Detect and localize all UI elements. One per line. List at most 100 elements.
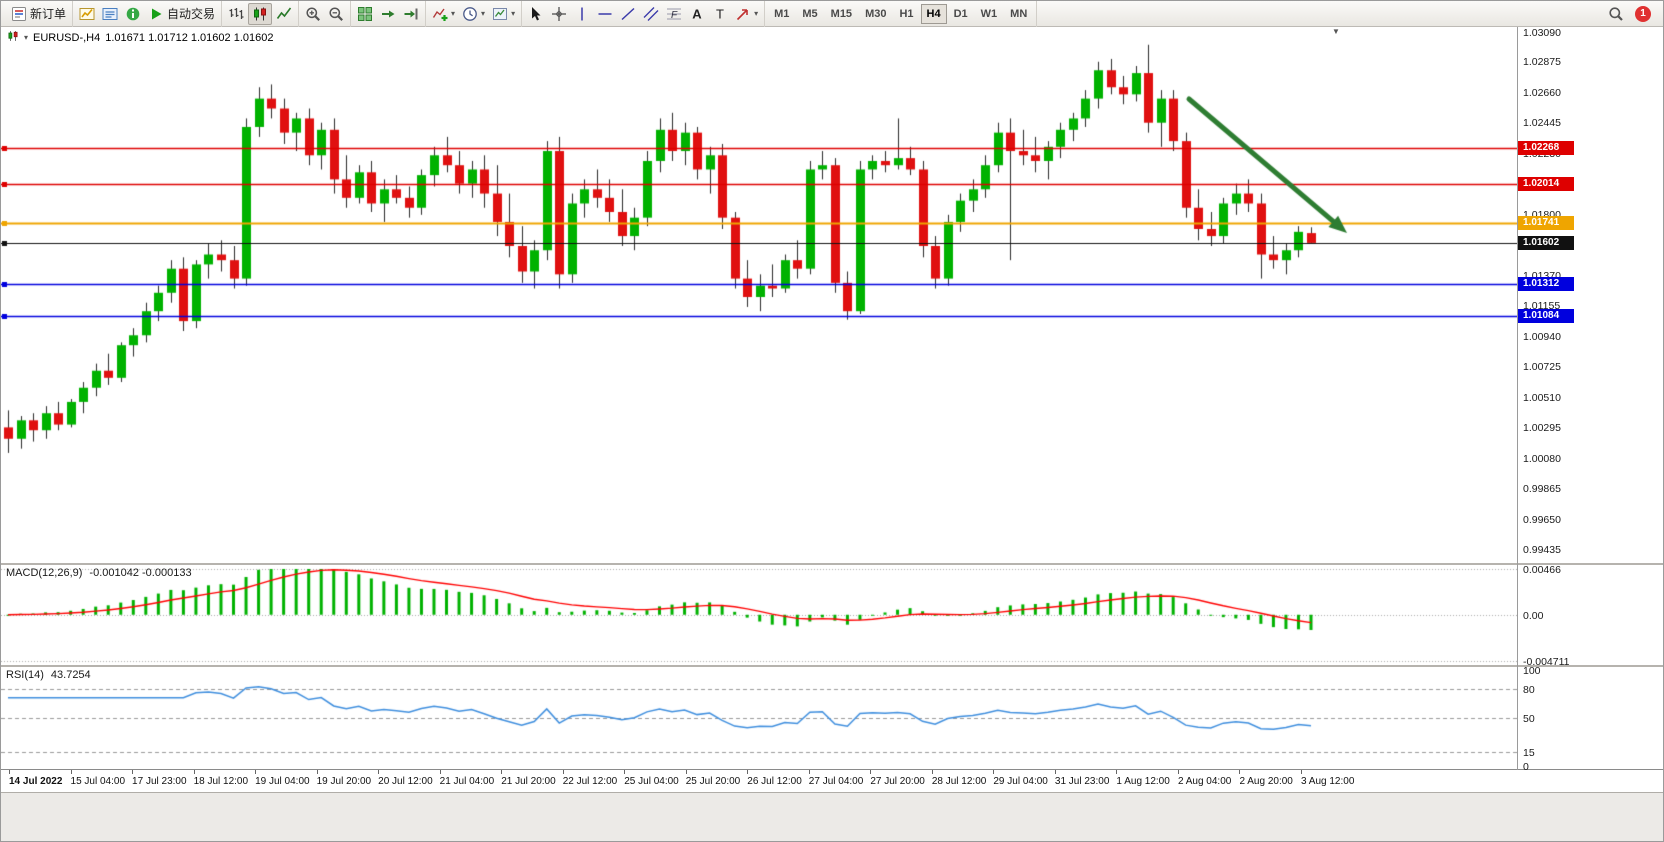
timeframe-m1-button[interactable]: M1 [774, 7, 790, 20]
price-axis-label: 1.00510 [1523, 391, 1561, 404]
toolbar-group-zoom [299, 1, 352, 27]
timeframe-mn-button[interactable]: MN [1010, 7, 1028, 20]
toolbar-group-insert: ▾ ▾ ▾ [426, 1, 523, 27]
chart-shift-button[interactable] [400, 3, 422, 25]
timeframe-h1-button[interactable]: H1 [899, 7, 914, 20]
text-button[interactable]: A [686, 3, 708, 25]
time-axis-label: 27 Jul 04:00 [808, 776, 864, 787]
fibonacci-button[interactable]: F [663, 3, 685, 25]
timeframe-w1-button[interactable]: W1 [980, 7, 998, 20]
trendline-button[interactable] [617, 3, 639, 25]
tile-windows-button[interactable] [354, 3, 376, 25]
timeframe-h4-button[interactable]: H4 [920, 3, 947, 24]
time-axis-tick [1177, 770, 1179, 774]
chart-shift-marker[interactable]: ▼ [1332, 27, 1340, 36]
crosshair-button[interactable] [548, 3, 570, 25]
candles-icon [8, 31, 18, 41]
line-chart-button[interactable] [273, 3, 295, 25]
time-axis-label: 19 Jul 20:00 [316, 776, 372, 787]
autoscroll-icon [382, 10, 395, 17]
channel-button[interactable] [640, 3, 662, 25]
pane-divider[interactable] [1, 665, 1663, 667]
auto-scroll-button[interactable] [377, 3, 399, 25]
cursor-button[interactable] [525, 3, 547, 25]
price-axis-label: 1.02875 [1523, 56, 1561, 69]
time-axis-label: 14 Jul 2022 [9, 776, 63, 787]
search-button[interactable] [1605, 3, 1627, 25]
time-axis-tick [193, 770, 195, 774]
order-icon [12, 6, 26, 21]
shapes-icon [737, 8, 748, 20]
time-axis-label: 20 Jul 12:00 [378, 776, 433, 787]
label-button[interactable]: T [709, 3, 731, 25]
time-axis-tick [624, 770, 626, 774]
candlestick-chart-button[interactable] [248, 2, 273, 25]
macd-axis-label: 0.00 [1523, 609, 1544, 622]
time-axis-tick [1239, 770, 1241, 774]
cursor-icon [532, 6, 541, 20]
bar-chart-button[interactable] [225, 3, 247, 25]
time-axis-label: 19 Jul 04:00 [255, 776, 310, 787]
template-icon [493, 7, 508, 20]
time-axis-tick [70, 770, 72, 774]
vertical-line-button[interactable] [571, 3, 593, 25]
time-axis-tick [808, 770, 810, 774]
price-axis-label: 0.99865 [1523, 483, 1561, 496]
time-axis-label: 25 Jul 04:00 [624, 776, 679, 787]
macd-axis-label: -0.004711 [1523, 656, 1570, 668]
ohlc-values: 1.01671 1.01712 1.01602 1.01602 [105, 31, 274, 44]
chevron-down-icon[interactable]: ▾ [24, 32, 29, 42]
new-order-button[interactable]: 新订单 [8, 3, 69, 25]
autotrading-button[interactable]: 自动交易 [145, 3, 218, 25]
profiles-button[interactable] [99, 3, 121, 25]
toolbar-groups: 新订单 自动交易 ▾ ▾ ▾ F A T ▾ M1 M5 M15 M30 H1 H4 D1 W1 MN [5, 1, 1038, 27]
time-axis-label: 27 Jul 20:00 [870, 776, 925, 787]
dropdown-caret-icon: ▾ [754, 8, 759, 18]
time-axis[interactable]: 14 Jul 2022 15 Jul 04:00 17 Jul 23:00 18 Ju… [1, 770, 1663, 792]
zoom-in-button[interactable] [302, 3, 324, 25]
price-axis[interactable]: 0.99435 0.99650 0.99865 1.00080 1.00295 1.005… [1518, 27, 1663, 773]
rsi-indicator-canvas[interactable] [1, 667, 1517, 769]
periods-button[interactable]: ▾ [459, 3, 488, 25]
timeframe-m30-button[interactable]: M30 [865, 7, 887, 20]
clock-icon [463, 6, 477, 21]
timeframe-m5-button[interactable]: M5 [802, 7, 818, 20]
crosshair-icon [552, 6, 567, 21]
indicator-add-icon [432, 8, 448, 21]
search-icon [1609, 6, 1623, 21]
profiles-icon [102, 7, 118, 20]
text-t-icon: T [716, 6, 724, 21]
price-level-badge: 1.01741 [1518, 216, 1574, 231]
price-axis-label: 0.99435 [1523, 544, 1561, 556]
zoom-out-button[interactable] [325, 3, 347, 25]
macd-indicator-canvas[interactable] [1, 565, 1517, 665]
rsi-axis-label: 15 [1523, 746, 1535, 759]
templates-button[interactable]: ▾ [489, 3, 518, 25]
time-axis-label: 15 Jul 04:00 [70, 776, 126, 787]
price-chart-canvas[interactable] [1, 27, 1517, 563]
notification-badge[interactable]: 1 [1635, 5, 1651, 22]
indicators-button[interactable]: ▾ [429, 3, 458, 25]
symbol-timeframe-label: EURUSD-,H4 [33, 31, 101, 44]
new-chart-button[interactable] [76, 3, 98, 25]
time-axis-line [1, 769, 1663, 770]
chart-add-icon [79, 7, 95, 20]
pane-divider[interactable] [1, 563, 1663, 565]
price-axis-label: 1.00725 [1523, 361, 1561, 374]
data-window-button[interactable] [122, 3, 144, 25]
price-axis-label: 1.00940 [1523, 330, 1561, 343]
time-axis-tick [378, 770, 380, 774]
text-a-icon: A [692, 6, 702, 21]
timeframe-d1-button[interactable]: D1 [953, 7, 968, 20]
time-axis-label: 29 Jul 04:00 [993, 776, 1048, 787]
rsi-axis-label: 80 [1523, 684, 1535, 697]
macd-name: MACD(12,26,9) [6, 567, 83, 579]
svg-text:T: T [716, 6, 724, 21]
price-level-badge: 1.01312 [1518, 276, 1574, 291]
time-axis-tick [439, 770, 441, 774]
time-axis-label: 21 Jul 20:00 [501, 776, 556, 787]
time-axis-label: 2 Aug 20:00 [1239, 776, 1293, 787]
timeframe-m15-button[interactable]: M15 [830, 7, 853, 20]
arrows-button[interactable]: ▾ [732, 3, 761, 25]
horizontal-line-button[interactable] [594, 3, 616, 25]
